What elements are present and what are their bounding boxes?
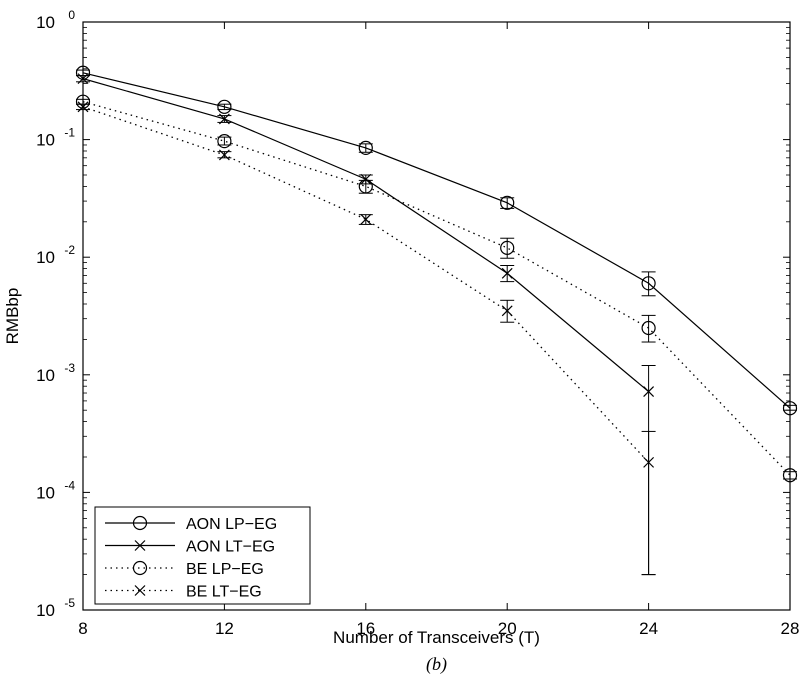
data-point: [218, 113, 230, 125]
x-tick-label: 8: [78, 619, 87, 638]
legend-label: AON LP−EG: [186, 516, 277, 533]
series-layer: [75, 65, 798, 576]
x-tick-label: 12: [215, 619, 234, 638]
legend: AON LP−EG AON LT−EG BE LP−EG BE LT−EG: [94, 506, 311, 605]
y-tick-exponent: -4: [64, 478, 75, 492]
y-tick-exponent: -3: [64, 361, 75, 375]
data-point: [501, 305, 513, 317]
data-point: [641, 276, 656, 291]
y-tick-label: 10: [36, 13, 55, 32]
y-tick-exponent: -1: [64, 126, 75, 140]
legend-marker: [134, 540, 146, 551]
x-tick-label: 24: [639, 619, 658, 638]
plot-frame: [82, 21, 791, 611]
legend-entry: AON LT−EG: [105, 539, 275, 556]
y-tick-label: 10: [36, 248, 55, 267]
legend-label: BE LT−EG: [186, 584, 262, 601]
error-bar: [641, 430, 656, 576]
y-tick-exponent: -2: [64, 243, 75, 257]
series-line: [82, 106, 650, 463]
legend-label: AON LT−EG: [186, 539, 275, 556]
y-tick-label: 10: [36, 366, 55, 385]
y-tick-label: 10: [36, 601, 55, 620]
legend-marker: [132, 560, 148, 576]
data-point: [360, 173, 372, 185]
axis-layer: 8 12 16 20 24 28 10 0 10 -1 10 -2 10 -3 10 -4 10 -5: [36, 8, 799, 638]
error-bar: [217, 103, 232, 111]
y-tick-exponent: -5: [64, 596, 75, 610]
x-axis-title: Number of Transceivers (T): [333, 628, 540, 647]
data-point: [500, 240, 515, 255]
legend-marker: [134, 585, 146, 596]
legend-label: BE LP−EG: [186, 561, 264, 578]
data-point: [218, 149, 230, 161]
data-point: [500, 195, 515, 210]
x-tick-label: 16: [356, 619, 375, 638]
data-point: [360, 213, 372, 225]
error-bar: [641, 271, 656, 297]
y-axis-title: RMBbp: [3, 288, 22, 345]
data-point: [643, 386, 655, 398]
legend-entry: BE LP−EG: [105, 560, 264, 578]
series-line: [82, 101, 791, 476]
legend-marker: [132, 515, 148, 531]
data-point: [643, 456, 655, 468]
legend-entry: BE LT−EG: [105, 584, 262, 601]
data-point: [358, 140, 373, 156]
y-tick-label: 10: [36, 131, 55, 150]
y-tick-exponent: 0: [68, 8, 75, 22]
data-point: [217, 99, 232, 114]
figure-caption: (b): [426, 654, 447, 675]
y-tick-label: 10: [36, 483, 55, 502]
series-1: [76, 73, 656, 576]
series-line: [82, 72, 791, 409]
data-point: [501, 267, 513, 279]
error-bar: [641, 314, 656, 343]
x-tick-label: 20: [498, 619, 517, 638]
x-tick-label: 28: [781, 619, 800, 638]
data-point: [217, 134, 232, 149]
legend-entry: AON LP−EG: [105, 515, 277, 533]
data-point: [358, 179, 373, 194]
data-point: [641, 320, 656, 336]
